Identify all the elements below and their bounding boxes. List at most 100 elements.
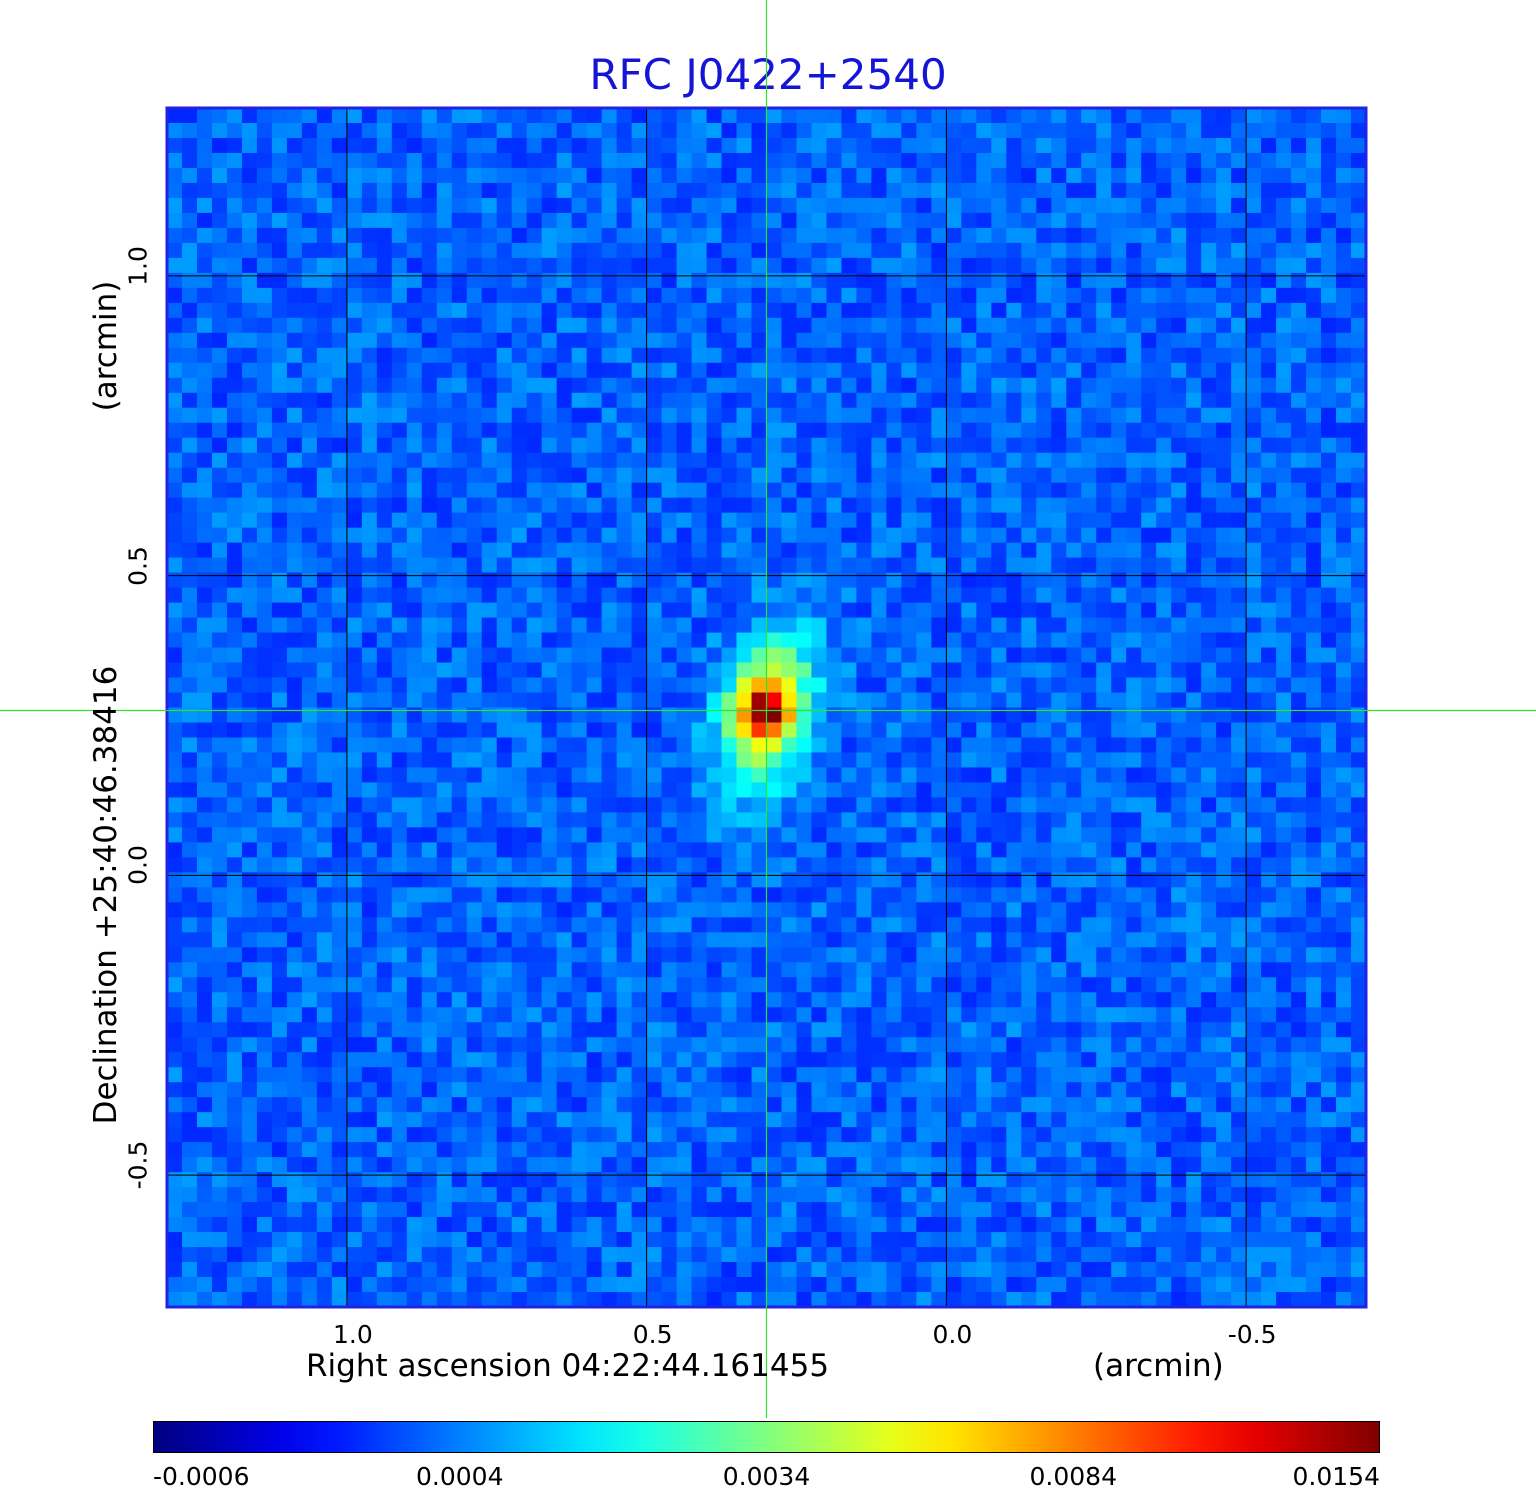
heatmap-cell	[1096, 437, 1112, 454]
heatmap-cell	[1126, 512, 1142, 529]
heatmap-cell	[167, 707, 183, 724]
heatmap-cell	[646, 632, 663, 649]
heatmap-cell	[961, 167, 977, 184]
heatmap-cell	[511, 887, 528, 903]
heatmap-cell	[196, 272, 213, 289]
heatmap-cell	[271, 467, 288, 484]
heatmap-cell	[616, 212, 633, 229]
heatmap-cell	[1306, 782, 1322, 799]
heatmap-cell	[436, 752, 453, 769]
heatmap-cell	[811, 782, 828, 799]
heatmap-cell	[481, 857, 498, 873]
heatmap-cell	[616, 707, 633, 724]
heatmap-cell	[646, 212, 663, 229]
heatmap-cell	[841, 377, 858, 394]
heatmap-cell	[286, 602, 303, 619]
heatmap-cell	[1081, 257, 1097, 274]
heatmap-cell	[1111, 482, 1127, 499]
heatmap-cell	[316, 827, 333, 843]
heatmap-cell	[1321, 377, 1337, 394]
heatmap-cell	[886, 587, 902, 604]
heatmap-cell	[1141, 197, 1157, 214]
heatmap-cell	[421, 152, 438, 169]
heatmap-cell	[256, 392, 273, 409]
heatmap-cell	[1141, 737, 1157, 754]
heatmap-cell	[721, 992, 738, 1008]
heatmap-cell	[1306, 887, 1322, 903]
heatmap-cell	[1096, 707, 1112, 724]
heatmap-cell	[766, 542, 783, 559]
heatmap-cell	[706, 752, 723, 769]
heatmap-cell	[391, 722, 408, 739]
heatmap-cell	[436, 662, 453, 679]
heatmap-cell	[346, 452, 363, 469]
heatmap-cell	[556, 407, 573, 424]
heatmap-cell	[736, 152, 753, 169]
heatmap-cell	[1021, 782, 1037, 799]
heatmap-cell	[451, 1007, 468, 1023]
heatmap-cell	[1021, 962, 1037, 978]
heatmap-cell	[916, 947, 932, 963]
heatmap-cell	[1096, 167, 1112, 184]
heatmap-cell	[796, 197, 813, 214]
heatmap-cell	[556, 1022, 573, 1038]
heatmap-cell	[1051, 617, 1067, 634]
heatmap-cell	[1261, 1007, 1277, 1023]
heatmap-cell	[1051, 857, 1067, 873]
heatmap-cell	[1171, 737, 1187, 754]
heatmap-cell	[706, 407, 723, 424]
heatmap-cell	[1036, 407, 1052, 424]
heatmap-cell	[1276, 242, 1292, 259]
heatmap-cell	[946, 692, 962, 709]
heatmap-cell	[781, 842, 798, 858]
heatmap-cell	[316, 917, 333, 933]
heatmap-cell	[781, 152, 798, 169]
heatmap-cell	[586, 392, 603, 409]
heatmap-cell	[751, 752, 768, 769]
heatmap-cell	[1216, 137, 1232, 154]
heatmap-cell	[1231, 392, 1247, 409]
heatmap-cell	[856, 737, 873, 754]
heatmap-cell	[376, 1037, 393, 1053]
heatmap-cell	[706, 152, 723, 169]
heatmap-cell	[586, 137, 603, 154]
heatmap-cell	[167, 977, 183, 993]
heatmap-cell	[1351, 182, 1367, 199]
heatmap-cell	[541, 827, 558, 843]
heatmap-cell	[301, 122, 318, 139]
heatmap-cell	[301, 512, 318, 529]
heatmap-cell	[1111, 737, 1127, 754]
heatmap-cell	[1336, 857, 1352, 873]
heatmap-cell	[1351, 108, 1367, 124]
heatmap-cell	[391, 572, 408, 589]
heatmap-cell	[1186, 542, 1202, 559]
heatmap-cell	[331, 812, 348, 828]
heatmap-cell	[181, 482, 198, 499]
heatmap-cell	[601, 347, 618, 364]
heatmap-cell	[1006, 137, 1022, 154]
heatmap-cell	[526, 197, 543, 214]
heatmap-cell	[1006, 452, 1022, 469]
heatmap-cell	[706, 782, 723, 799]
heatmap-cell	[1096, 422, 1112, 439]
heatmap-cell	[526, 422, 543, 439]
heatmap-cell	[586, 842, 603, 858]
heatmap-cell	[1321, 992, 1337, 1008]
heatmap-cell	[1186, 842, 1202, 858]
heatmap-cell	[1186, 467, 1202, 484]
heatmap-cell	[286, 108, 303, 124]
heatmap-cell	[451, 902, 468, 918]
heatmap-cell	[631, 977, 648, 993]
heatmap-cell	[406, 602, 423, 619]
heatmap-cell	[1276, 602, 1292, 619]
heatmap-cell	[406, 917, 423, 933]
heatmap-cell	[481, 557, 498, 574]
heatmap-cell	[706, 467, 723, 484]
heatmap-cell	[226, 452, 243, 469]
heatmap-cell	[931, 1007, 947, 1023]
heatmap-cell	[661, 167, 678, 184]
heatmap-cell	[1291, 422, 1307, 439]
heatmap-cell	[691, 602, 708, 619]
heatmap-cell	[391, 557, 408, 574]
